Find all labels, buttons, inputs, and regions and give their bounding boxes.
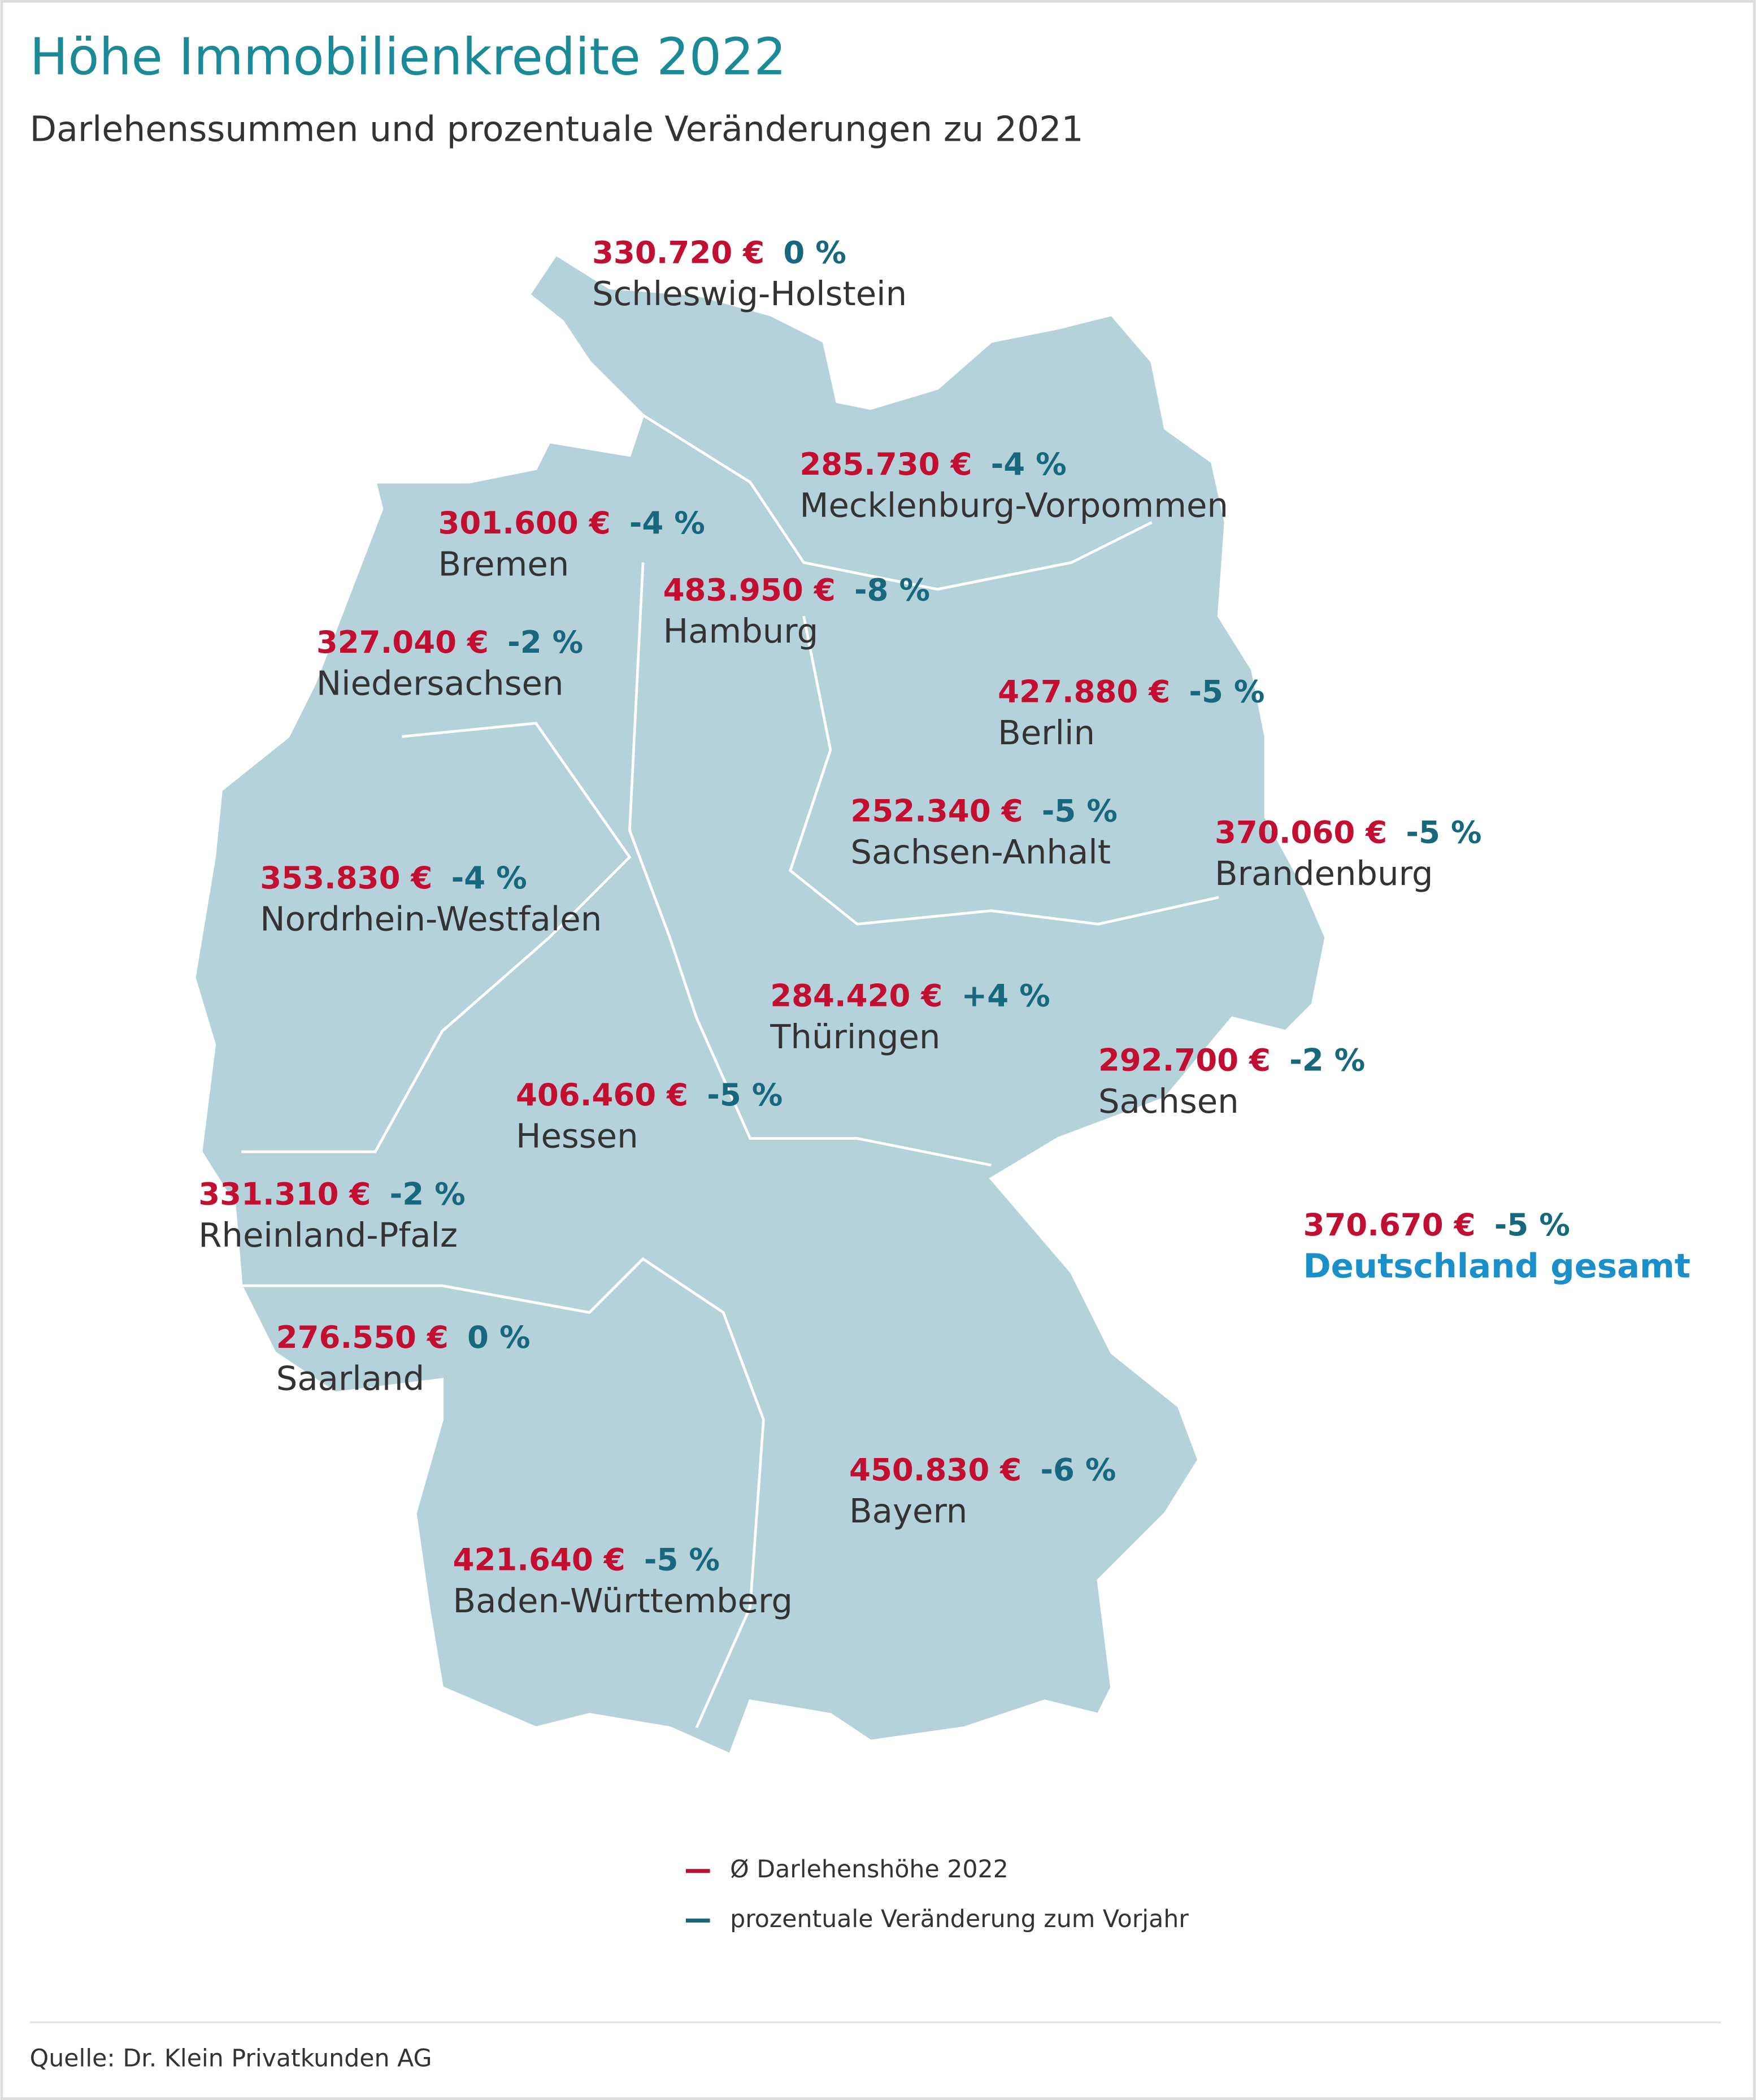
- change-label: -5 %: [644, 1541, 720, 1577]
- amount-label: 301.600 €: [438, 505, 610, 541]
- amount-label: 427.880 €: [998, 674, 1170, 710]
- legend-label: Ø Darlehenshöhe 2022: [730, 1855, 1009, 1884]
- region-name: Saarland: [276, 1359, 424, 1398]
- change-label: 0 %: [783, 234, 846, 270]
- region-name: Thüringen: [770, 1017, 940, 1056]
- region-name: Schleswig-Holstein: [592, 274, 907, 313]
- source: Quelle: Dr. Klein Privatkunden AG: [30, 2044, 432, 2072]
- state-borders: [241, 414, 1219, 1729]
- region-name: Baden-Württemberg: [453, 1581, 793, 1620]
- change-label: +4 %: [962, 978, 1050, 1014]
- change-label: -5 %: [1189, 674, 1264, 710]
- region-name: Bremen: [438, 545, 569, 584]
- region-name: Niedersachsen: [316, 663, 564, 702]
- change-label: -4 %: [991, 446, 1067, 482]
- amount-label: 252.340 €: [850, 793, 1023, 829]
- amount-label: 483.950 €: [663, 572, 836, 608]
- region-name: Bayern: [849, 1491, 967, 1530]
- amount-label: 276.550 €: [276, 1319, 449, 1355]
- change-label: -6 %: [1040, 1452, 1116, 1488]
- subtitle: Darlehenssummen und prozentuale Veränder…: [30, 109, 1084, 149]
- change-label: -2 %: [507, 624, 583, 660]
- change-label: -8 %: [854, 572, 930, 608]
- amount-label: 331.310 €: [198, 1175, 371, 1212]
- amount-label: 327.040 €: [316, 624, 489, 660]
- region-name: Deutschland gesamt: [1303, 1246, 1690, 1285]
- change-label: -2 %: [390, 1175, 466, 1212]
- legend-label: prozentuale Veränderung zum Vorjahr: [730, 1905, 1189, 1933]
- region-name: Hamburg: [663, 611, 819, 650]
- region-name: Brandenburg: [1215, 854, 1433, 893]
- amount-label: 406.460 €: [516, 1077, 688, 1113]
- region-name: Mecklenburg-Vorpommen: [799, 485, 1228, 524]
- amount-label: 353.830 €: [260, 860, 432, 896]
- region-name: Sachsen-Anhalt: [850, 832, 1111, 871]
- title: Höhe Immobilienkredite 2022: [30, 28, 786, 87]
- amount-label: 284.420 €: [770, 978, 942, 1014]
- change-label: -4 %: [451, 860, 527, 896]
- region-name: Berlin: [998, 713, 1095, 752]
- region-name: Nordrhein-Westfalen: [260, 900, 602, 939]
- amount-label: 292.700 €: [1098, 1042, 1271, 1078]
- germany-map: [193, 253, 1328, 1756]
- region-name: Rheinland-Pfalz: [198, 1216, 458, 1255]
- amount-label: 370.670 €: [1303, 1207, 1475, 1243]
- region-name: Sachsen: [1098, 1082, 1239, 1121]
- change-label: -5 %: [707, 1077, 783, 1113]
- amount-label: 450.830 €: [849, 1452, 1022, 1488]
- change-label: -5 %: [1042, 793, 1118, 829]
- change-label: -5 %: [1494, 1207, 1570, 1243]
- region-name: Hessen: [516, 1117, 638, 1156]
- amount-label: 421.640 €: [453, 1541, 625, 1577]
- change-label: 0 %: [467, 1319, 531, 1355]
- change-label: -4 %: [629, 505, 705, 541]
- change-label: -2 %: [1289, 1042, 1365, 1078]
- change-label: -5 %: [1406, 814, 1481, 851]
- amount-label: 330.720 €: [592, 234, 764, 270]
- amount-label: 370.060 €: [1215, 814, 1387, 851]
- amount-label: 285.730 €: [799, 446, 972, 482]
